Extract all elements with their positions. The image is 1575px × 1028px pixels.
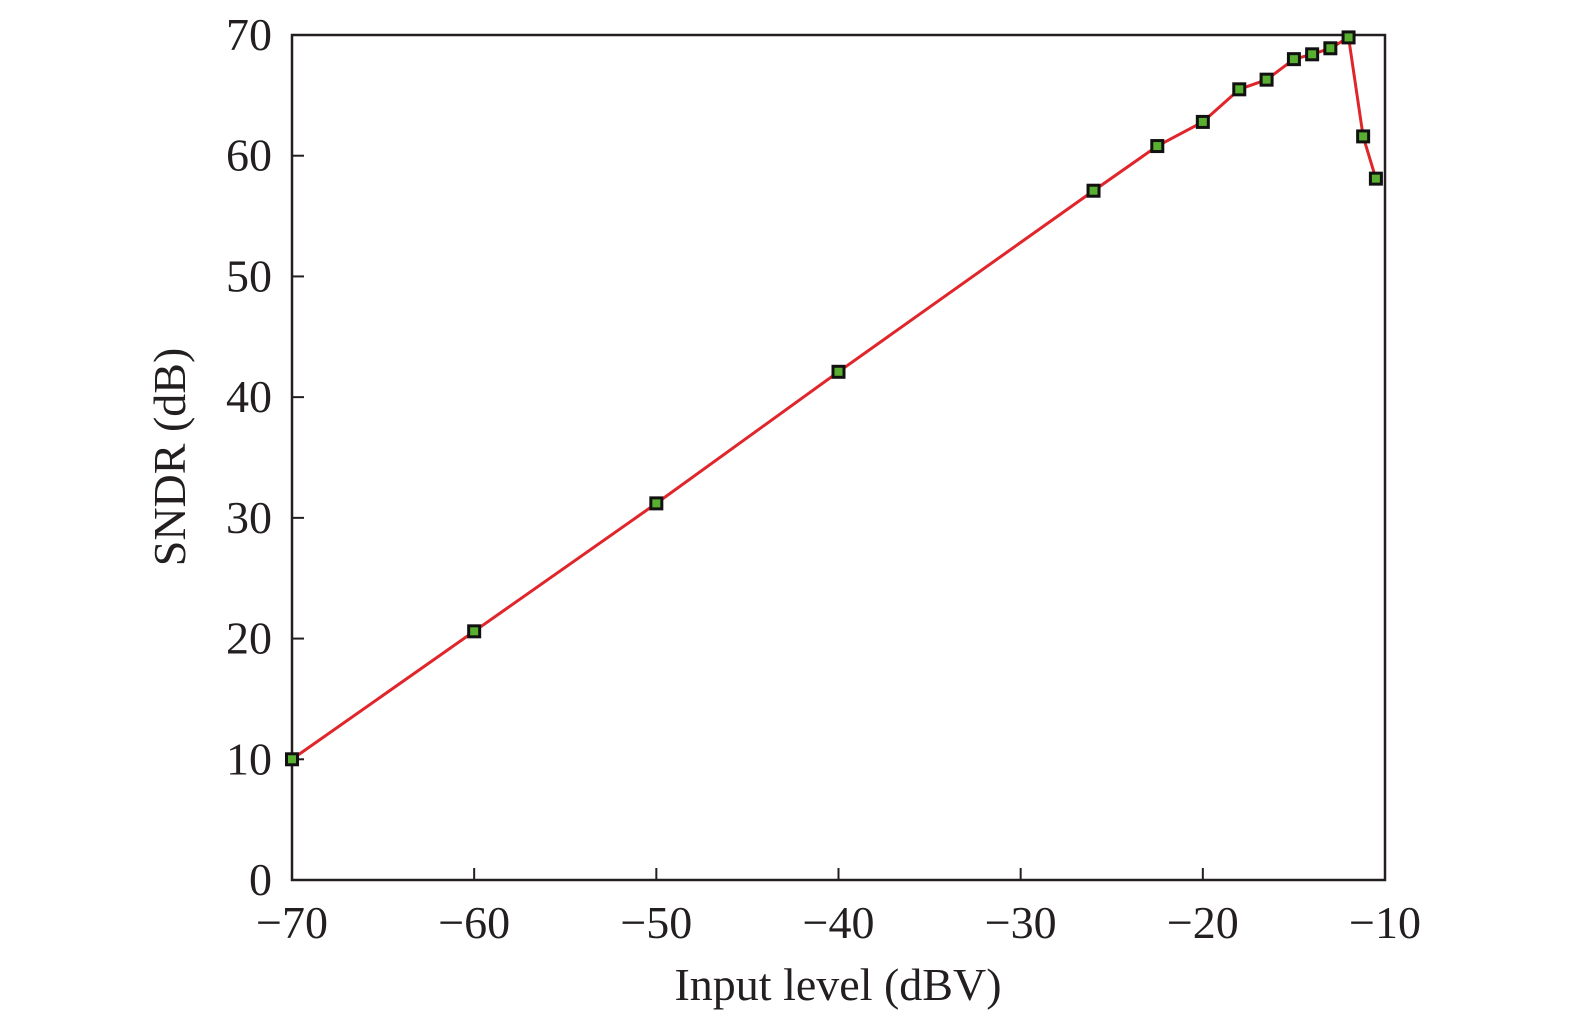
x-tick-label: −30 — [985, 897, 1057, 948]
x-tick-label: −20 — [1167, 897, 1239, 948]
data-point-marker — [1305, 47, 1320, 62]
data-markers — [285, 30, 1383, 767]
y-axis-label: SNDR (dB) — [144, 348, 195, 567]
data-point-marker — [1323, 41, 1338, 56]
y-tick-label: 60 — [226, 130, 272, 181]
data-point-marker — [1232, 82, 1247, 97]
x-tick-label: −60 — [438, 897, 510, 948]
y-tick-label: 0 — [249, 854, 272, 905]
data-point-marker — [1368, 171, 1383, 186]
x-tick-label: −50 — [620, 897, 692, 948]
data-point-marker — [1286, 52, 1301, 67]
series-line — [291, 35, 1378, 761]
data-point-marker — [285, 752, 299, 767]
plot-area-border — [290, 33, 1387, 882]
x-axis-label: Input level (dBV) — [674, 959, 1001, 1010]
data-point-marker — [649, 496, 664, 511]
y-tick-label: 40 — [226, 371, 272, 422]
y-tick-label: 70 — [226, 9, 272, 60]
data-point-marker — [1086, 183, 1101, 198]
data-point-marker — [1195, 114, 1210, 129]
data-point-marker — [831, 364, 846, 379]
plot-frame — [290, 33, 1387, 882]
data-point-marker — [1150, 139, 1165, 154]
sndr-series-line — [291, 35, 1378, 761]
y-tick-label: 20 — [226, 613, 272, 664]
y-tick-label: 30 — [226, 492, 272, 543]
data-point-marker — [1356, 129, 1371, 144]
x-tick-label: −40 — [803, 897, 875, 948]
y-tick-label: 50 — [226, 250, 272, 301]
y-tick-label: 10 — [226, 733, 272, 784]
x-tick-label: −70 — [256, 897, 328, 948]
data-point-marker — [1259, 72, 1274, 87]
data-point-marker — [1341, 30, 1356, 45]
axis-ticks: −70 −60 −50 −40 −30 −20 −10 0 10 20 30 40 50 60 70 — [226, 9, 1421, 948]
data-point-marker — [467, 624, 482, 639]
x-tick-label: −10 — [1349, 897, 1421, 948]
